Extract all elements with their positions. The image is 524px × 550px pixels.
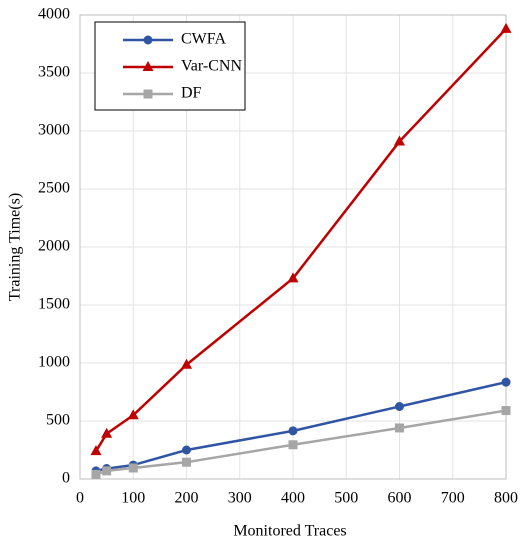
legend: CWFA Var-CNN DF <box>94 21 246 111</box>
legend-label: DF <box>181 85 202 102</box>
series-line <box>95 380 507 473</box>
marker <box>143 35 153 45</box>
marker <box>395 402 404 411</box>
y-tick-label: 1000 <box>38 354 70 371</box>
marker <box>102 466 112 476</box>
legend-label: CWFA <box>181 31 226 48</box>
plot-frame <box>79 14 507 480</box>
marker <box>127 409 139 420</box>
marker <box>101 427 113 438</box>
marker <box>182 457 191 467</box>
y-tick-label: 500 <box>46 412 70 429</box>
marker <box>90 445 102 456</box>
x-axis-label: Monitored Traces <box>233 523 346 540</box>
marker <box>395 423 404 433</box>
marker <box>288 426 298 436</box>
x-tick-label: 0 <box>76 490 84 507</box>
x-tick-label: 100 <box>121 490 145 507</box>
y-tick-label: 1500 <box>38 296 70 313</box>
marker <box>91 469 101 479</box>
x-tick-label: 600 <box>388 490 412 507</box>
y-tick-label: 4000 <box>38 6 70 23</box>
marker <box>500 22 512 33</box>
marker <box>288 440 298 450</box>
marker <box>142 61 154 71</box>
x-tick-label: 300 <box>228 490 252 507</box>
x-tick-label: 500 <box>334 490 358 507</box>
series-line <box>95 409 507 476</box>
y-axis-label: Training Time(s) <box>7 193 24 301</box>
x-tick-label: 200 <box>175 490 199 507</box>
marker <box>143 89 153 99</box>
marker <box>394 135 405 146</box>
y-tick-label: 0 <box>62 470 70 487</box>
x-tick-label: 700 <box>441 490 465 507</box>
marker <box>181 358 192 369</box>
marker <box>501 377 511 387</box>
marker <box>128 463 138 473</box>
legend-label: Var-CNN <box>181 58 242 75</box>
x-tick-label: 800 <box>494 490 518 507</box>
y-tick-label: 2000 <box>38 238 70 255</box>
marker <box>501 406 511 416</box>
y-tick-label: 3500 <box>38 64 70 81</box>
marker <box>287 272 299 283</box>
x-tick-label: 400 <box>281 490 305 507</box>
marker <box>182 445 191 455</box>
y-tick-label: 3000 <box>38 122 70 139</box>
y-tick-label: 2500 <box>38 180 70 197</box>
